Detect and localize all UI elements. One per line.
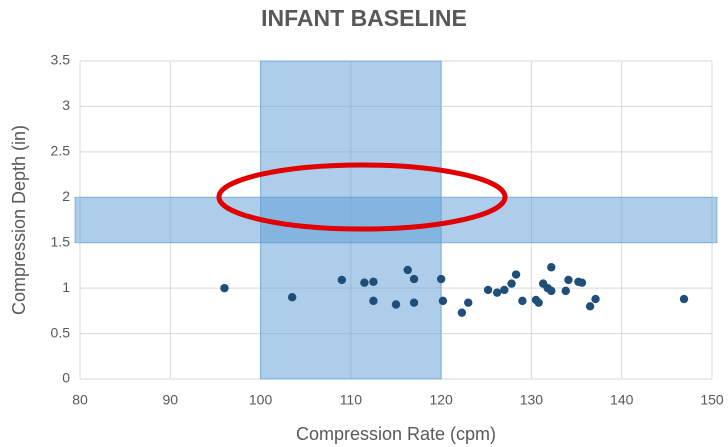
point xyxy=(679,294,689,304)
y-tick-label: 3.5 xyxy=(51,52,71,68)
x-tick-label: 100 xyxy=(249,392,273,408)
point xyxy=(547,263,556,272)
point xyxy=(360,278,369,287)
point xyxy=(561,286,570,296)
point xyxy=(492,288,502,297)
point xyxy=(457,308,467,317)
point xyxy=(483,285,493,295)
y-tick-label: 2 xyxy=(62,188,70,204)
point xyxy=(403,265,412,275)
point xyxy=(511,270,521,279)
point xyxy=(436,274,446,284)
y-tick-label: 0 xyxy=(62,370,70,386)
point xyxy=(585,302,595,311)
point xyxy=(337,275,347,285)
x-tick-label: 140 xyxy=(610,392,634,408)
point xyxy=(409,274,419,284)
point xyxy=(220,283,229,293)
point xyxy=(369,277,378,286)
point xyxy=(287,293,297,302)
x-tick-label: 150 xyxy=(700,392,724,408)
y-tick-label: 1 xyxy=(62,279,70,295)
x-tick-label: 110 xyxy=(340,392,363,408)
x-tick-label: 90 xyxy=(162,392,178,408)
point xyxy=(438,296,448,306)
point xyxy=(500,285,509,295)
y-axis-label: Compression Depth (in) xyxy=(9,125,29,315)
highlight-ellipse xyxy=(216,162,508,232)
y-tick-label: 2.5 xyxy=(51,143,71,159)
point xyxy=(409,298,419,307)
point xyxy=(464,298,473,307)
target-depth-band xyxy=(74,196,718,244)
point xyxy=(547,286,556,296)
y-tick-label: 3 xyxy=(62,97,70,113)
point xyxy=(564,275,573,285)
x-axis-label: Compression Rate (cpm) xyxy=(296,424,496,444)
point xyxy=(518,296,527,306)
y-tick-label: 1.5 xyxy=(51,233,71,249)
point xyxy=(577,278,587,287)
point xyxy=(534,298,543,307)
point xyxy=(507,279,516,288)
point xyxy=(391,300,401,309)
x-tick-label: 130 xyxy=(520,392,544,408)
y-tick-label: 0.5 xyxy=(51,324,71,340)
chart-title: INFANT BASELINE xyxy=(261,5,467,31)
x-tick-label: 120 xyxy=(429,392,453,408)
point xyxy=(369,296,378,306)
x-tick-label: 80 xyxy=(72,392,88,408)
point xyxy=(591,294,600,304)
